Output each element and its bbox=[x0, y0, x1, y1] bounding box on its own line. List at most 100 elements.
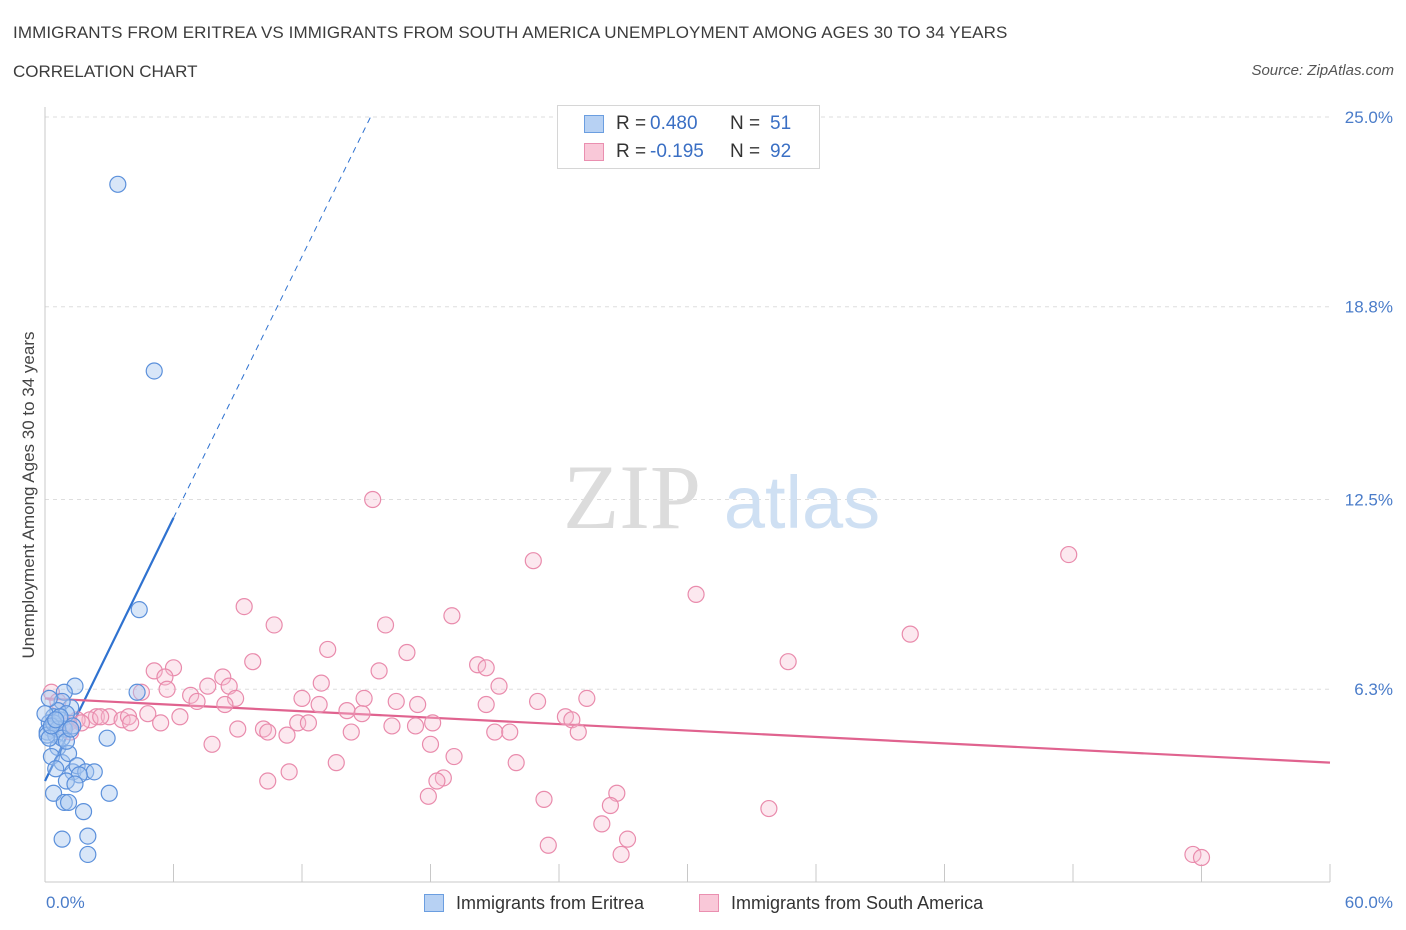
point-eritrea bbox=[47, 711, 65, 729]
legend-n-value: 92 bbox=[770, 141, 792, 162]
point-eritrea bbox=[62, 720, 80, 738]
point-south-america bbox=[122, 714, 140, 732]
point-south-america bbox=[424, 714, 442, 732]
point-south-america bbox=[428, 772, 446, 790]
trend-line-south-america bbox=[44, 697, 1331, 764]
x-tick-label: 0.0% bbox=[46, 893, 85, 912]
legend-r-label: R = bbox=[616, 141, 647, 162]
point-south-america bbox=[535, 790, 553, 808]
point-south-america bbox=[477, 695, 495, 714]
point-eritrea bbox=[47, 760, 65, 778]
point-south-america bbox=[188, 692, 206, 711]
point-south-america bbox=[203, 735, 221, 753]
point-eritrea bbox=[79, 845, 97, 864]
point-eritrea bbox=[145, 362, 163, 380]
bottom-legend-label-eritrea: Immigrants from Eritrea bbox=[456, 892, 645, 913]
point-south-america bbox=[490, 677, 508, 695]
point-south-america bbox=[578, 689, 596, 708]
point-south-america bbox=[164, 659, 183, 677]
point-south-america bbox=[398, 643, 416, 662]
point-south-america bbox=[376, 616, 395, 634]
point-south-america bbox=[152, 714, 170, 732]
point-south-america bbox=[139, 705, 157, 723]
point-south-america bbox=[310, 695, 328, 714]
point-south-america bbox=[618, 830, 637, 848]
point-south-america bbox=[1192, 848, 1211, 867]
point-south-america bbox=[278, 726, 296, 744]
point-eritrea bbox=[109, 175, 127, 193]
point-eritrea bbox=[79, 827, 97, 845]
point-south-america bbox=[477, 659, 495, 677]
point-south-america bbox=[760, 799, 778, 818]
y-tick-labels: 6.3% 12.5% 18.8% 25.0% bbox=[1345, 108, 1393, 699]
legend-swatch-south-america bbox=[584, 143, 604, 161]
point-south-america bbox=[443, 607, 461, 625]
point-south-america bbox=[364, 490, 382, 509]
point-south-america bbox=[387, 692, 405, 711]
point-south-america bbox=[406, 717, 425, 735]
point-south-america bbox=[601, 796, 620, 815]
point-south-america bbox=[327, 754, 345, 772]
point-south-america bbox=[421, 735, 440, 753]
point-south-america bbox=[182, 686, 200, 704]
legend-row-south-america: R = -0.195 N = 92 bbox=[584, 139, 791, 165]
point-south-america bbox=[687, 585, 705, 603]
point-south-america bbox=[353, 705, 371, 723]
point-south-america bbox=[214, 668, 232, 686]
point-eritrea bbox=[55, 793, 73, 812]
point-south-america bbox=[216, 695, 234, 714]
point-south-america bbox=[569, 723, 587, 741]
point-south-america bbox=[409, 695, 427, 714]
point-south-america bbox=[158, 680, 176, 698]
point-south-america bbox=[901, 625, 919, 643]
point-south-america bbox=[419, 787, 437, 805]
y-tick-label: 18.8% bbox=[1345, 298, 1393, 317]
bottom-legend-swatch-eritrea bbox=[424, 894, 444, 912]
point-south-america bbox=[199, 677, 217, 695]
point-south-america bbox=[338, 702, 356, 720]
point-south-america bbox=[145, 662, 163, 680]
point-south-america bbox=[229, 720, 247, 738]
point-south-america bbox=[293, 689, 311, 708]
point-eritrea bbox=[100, 784, 118, 802]
bottom-legend-swatch-south-america bbox=[699, 894, 719, 912]
point-south-america bbox=[171, 708, 189, 726]
point-eritrea bbox=[53, 830, 71, 848]
point-south-america bbox=[528, 692, 547, 711]
point-south-america bbox=[507, 754, 525, 772]
point-eritrea bbox=[66, 775, 84, 793]
bottom-legend-label-south-america: Immigrants from South America bbox=[731, 892, 984, 913]
legend-n-label: N = bbox=[730, 141, 761, 162]
point-south-america bbox=[612, 845, 630, 864]
point-south-america bbox=[235, 597, 253, 616]
point-south-america bbox=[370, 662, 388, 680]
correlation-legend: R = 0.480 N = 51 R = -0.195 N = 92 bbox=[557, 105, 820, 169]
point-south-america bbox=[1060, 545, 1078, 564]
data-points bbox=[36, 175, 1211, 867]
point-south-america bbox=[227, 689, 245, 708]
bottom-legend-eritrea: Immigrants from Eritrea bbox=[424, 890, 644, 916]
source-note: Source: ZipAtlas.com bbox=[1251, 62, 1394, 79]
legend-r-value: 0.480 bbox=[650, 113, 698, 134]
point-south-america bbox=[355, 689, 373, 708]
legend-n-value: 51 bbox=[770, 113, 792, 134]
point-eritrea bbox=[128, 683, 146, 701]
point-south-america bbox=[383, 717, 401, 735]
bottom-legend-south-america: Immigrants from South America bbox=[699, 890, 983, 916]
point-south-america bbox=[779, 653, 797, 671]
point-south-america bbox=[299, 714, 318, 732]
point-south-america bbox=[319, 640, 337, 659]
point-eritrea bbox=[74, 803, 93, 821]
point-eritrea bbox=[59, 793, 78, 812]
point-south-america bbox=[445, 747, 463, 766]
x-tick-labels: 0.0% 60.0% bbox=[46, 893, 1393, 912]
legend-r-value: -0.195 bbox=[650, 141, 704, 162]
point-south-america bbox=[312, 674, 330, 692]
axes bbox=[44, 107, 1331, 883]
point-south-america bbox=[92, 708, 110, 726]
trend-line-eritrea-extension bbox=[173, 116, 371, 519]
point-south-america bbox=[280, 763, 298, 781]
point-south-america bbox=[539, 836, 557, 854]
point-eritrea bbox=[130, 601, 148, 619]
